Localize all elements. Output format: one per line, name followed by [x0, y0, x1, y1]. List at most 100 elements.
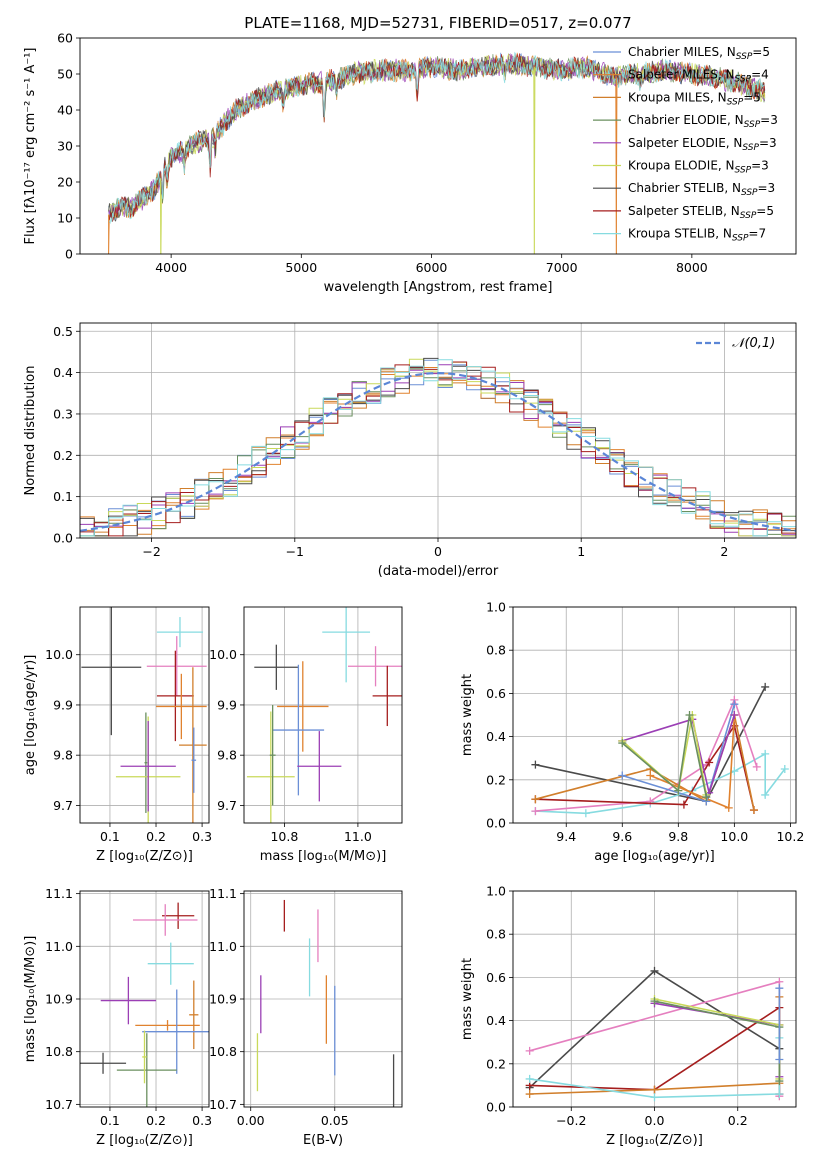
legend-label-tail: =3 — [758, 181, 776, 195]
x-axis-label: wavelength [Angstrom, rest frame] — [324, 280, 553, 295]
legend-label-sub: SSP — [727, 97, 744, 107]
y-axis-label: mass [log₁₀(M/M⊙)] — [23, 936, 38, 1063]
y-axis-label: age [log₁₀(age/yr)] — [23, 655, 38, 776]
x-tick-label: 5000 — [285, 260, 317, 275]
y-tick-label: 0.0 — [486, 1100, 506, 1115]
weight-marker — [650, 1085, 659, 1094]
weight-series — [535, 697, 758, 812]
legend-label: Chabrier STELIB, NSSP=3 — [628, 181, 775, 198]
y-axis-label: Flux [fλ10⁻¹⁷ erg cm⁻² s⁻¹ A⁻¹] — [23, 48, 38, 245]
y-tick-label: 9.7 — [53, 798, 73, 813]
error-bar-point — [297, 731, 342, 802]
x-tick-label: 2 — [720, 544, 728, 559]
weight-marker — [531, 760, 540, 769]
spectrum-salpeter_miles — [108, 52, 766, 254]
error-bar-point — [272, 664, 325, 796]
weight-series — [535, 723, 755, 811]
x-tick-label: 0.00 — [237, 1113, 265, 1128]
plot-area — [81, 607, 207, 823]
x-tick-label: 0 — [434, 544, 442, 559]
legend-label-tail: =4 — [751, 68, 769, 82]
legend-label-sub: SSP — [744, 120, 761, 130]
y-axis-label: mass weight — [460, 674, 475, 756]
spectrum-kroupa_stelib — [108, 51, 765, 225]
weight-marker — [761, 790, 770, 799]
error-bar-point — [144, 712, 148, 813]
legend-label-sub: SSP — [736, 52, 753, 62]
y-tick-label: 10.0 — [45, 647, 73, 662]
weight-marker — [775, 1090, 784, 1099]
y-tick-label: 0.3 — [53, 406, 73, 421]
x-tick-label: 1 — [577, 544, 585, 559]
panel-2: 0.1 0.2 0.3 9.7 9.8 9.9 10.0 Z [log₁₀(Z/Z⊙)] age… — [23, 606, 212, 864]
weight-marker — [525, 1090, 534, 1099]
y-tick-label: 60 — [57, 31, 73, 46]
legend-label: Salpeter ELODIE, NSSP=3 — [628, 136, 777, 153]
panel-4: 9.4 9.6 9.8 10.0 10.2 0.0 0.2 0.4 0.6 0.8 1.0 age [… — [460, 600, 804, 865]
error-bar-point — [322, 607, 371, 683]
legend-label-main: Salpeter ELODIE, N — [628, 136, 742, 150]
y-tick-label: 1.0 — [486, 600, 506, 615]
axes-frame — [512, 890, 797, 1108]
weight-marker — [525, 1074, 534, 1083]
legend-label-main: Chabrier ELODIE, N — [628, 113, 744, 127]
normal-curve — [80, 371, 796, 532]
y-tick-label: 11.0 — [45, 939, 73, 954]
y-tick-label: 0.8 — [486, 643, 506, 658]
weight-marker — [531, 807, 540, 816]
y-tick-label: 20 — [57, 175, 73, 190]
axes-frame — [512, 606, 797, 824]
y-tick-label: 0.2 — [53, 448, 73, 463]
error-bar-point — [156, 617, 204, 648]
axes-frame — [243, 606, 403, 824]
y-tick-label: 0.1 — [53, 489, 73, 504]
y-tick-label: 0.0 — [53, 531, 73, 546]
legend-label-main: Kroupa MILES, N — [628, 90, 727, 104]
panel-7: −0.2 0.0 0.2 0.0 0.2 0.4 0.6 0.8 1.0 Z [log₁₀(Z/Z… — [460, 884, 797, 1148]
y-tick-label: 11.1 — [45, 886, 73, 901]
error-bar-point — [269, 704, 276, 806]
weight-marker — [730, 711, 739, 719]
y-tick-label: 0 — [65, 247, 73, 262]
panel-0: 4000 5000 6000 7000 8000 0 10 20 30 40 50 60 wavelen… — [23, 31, 797, 295]
x-tick-label: 0.0 — [645, 1113, 665, 1128]
panel-5: 0.1 0.2 0.3 10.7 10.8 10.9 11.0 11.1 Z [log₁₀(Z/… — [23, 886, 212, 1148]
plot-area — [108, 51, 766, 254]
y-tick-label: 10.9 — [209, 992, 237, 1007]
y-tick-label: 9.8 — [217, 748, 237, 763]
legend-label: 𝒩(0,1) — [732, 336, 775, 351]
legend-label: Kroupa STELIB, NSSP=7 — [628, 227, 766, 244]
y-tick-label: 1.0 — [486, 884, 506, 899]
x-axis-label: Z [log₁₀(Z/Z⊙)] — [96, 849, 193, 864]
x-tick-label: −2 — [142, 544, 160, 559]
x-tick-label: 0.1 — [100, 1113, 120, 1128]
x-tick-label: −0.2 — [556, 1113, 586, 1128]
y-tick-label: 10.9 — [45, 992, 73, 1007]
weight-marker — [775, 1055, 784, 1064]
y-tick-label: 10.0 — [209, 647, 237, 662]
x-tick-label: 0.2 — [146, 1113, 166, 1128]
error-bar-point — [146, 636, 207, 697]
weight-marker — [752, 762, 761, 771]
plot-area — [525, 966, 784, 1102]
weight-marker — [724, 803, 733, 812]
weight-marker — [685, 711, 694, 719]
legend-label: Chabrier MILES, NSSP=5 — [628, 45, 770, 62]
error-bar-point — [81, 607, 142, 736]
legend-label-sub: SSP — [742, 143, 759, 153]
error-bar-point — [156, 673, 207, 740]
y-tick-label: 10.8 — [209, 1044, 237, 1059]
legend-label-main: Chabrier STELIB, N — [628, 181, 741, 195]
legend-label-sub: SSP — [735, 75, 752, 85]
axes-frame — [79, 322, 797, 539]
weight-marker — [730, 700, 739, 709]
y-tick-label: 9.9 — [217, 697, 237, 712]
weight-marker — [775, 984, 784, 993]
x-tick-label: 10.8 — [270, 829, 298, 844]
y-tick-label: 0.0 — [486, 816, 506, 831]
weight-marker — [646, 771, 655, 780]
legend-label-tail: =3 — [759, 136, 777, 150]
weight-marker — [618, 771, 627, 780]
legend-label-tail: =3 — [760, 113, 778, 127]
